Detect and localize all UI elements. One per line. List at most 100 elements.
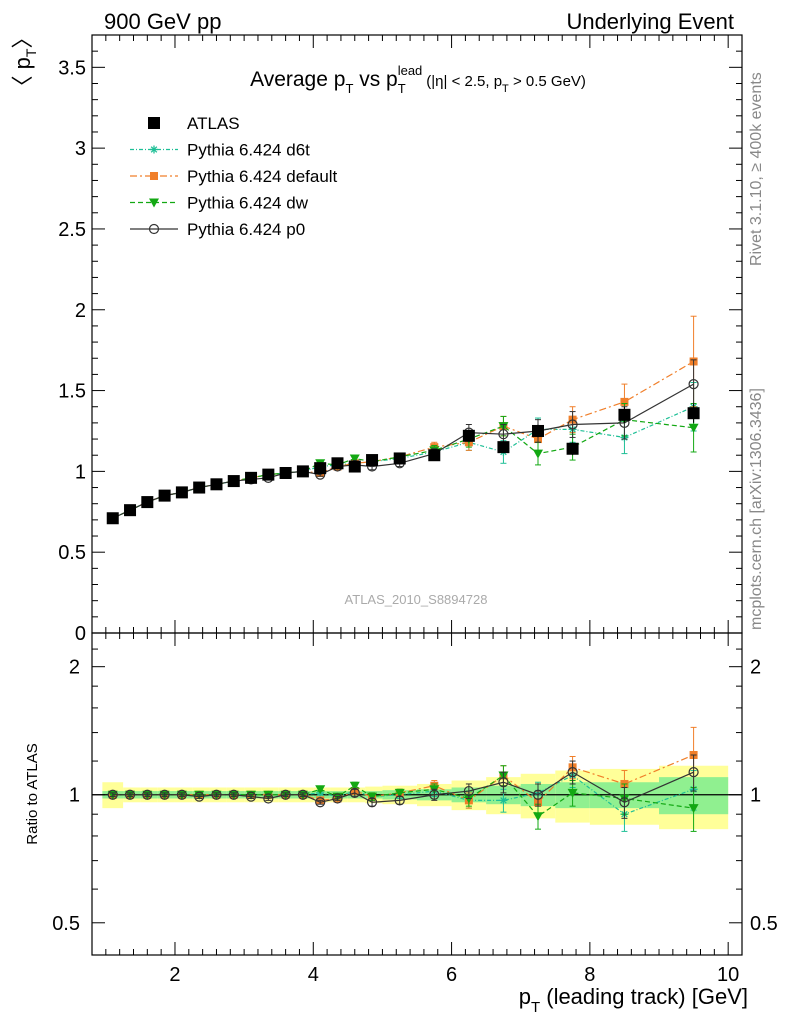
- x-axis-label: pT (leading track) [GeV]: [519, 984, 748, 1016]
- point-atlas: [687, 407, 700, 420]
- legend-label-dw: Pythia 6.424 dw: [187, 194, 309, 213]
- ratio-point-p0: [349, 787, 360, 798]
- ratio-point-p0: [532, 789, 544, 800]
- legend-marker-p0: [148, 223, 160, 235]
- ratio-point-p0: [315, 797, 326, 808]
- ratio-y-tick-label-right: 2: [750, 657, 761, 679]
- main-title-sup2: lead: [398, 63, 423, 78]
- ratio-ticks: 0.5 0.5 1 1 2 2 2 4 6 8 10: [52, 633, 778, 986]
- ratio-point-p0: [498, 777, 509, 788]
- main-y-tick-label: 3.5: [58, 57, 86, 79]
- legend-entry-d6t: Pythia 6.424 d6t: [130, 141, 310, 160]
- ratio-point-p0: [159, 789, 170, 800]
- ratio-y-tick-label: 2: [69, 657, 80, 679]
- main-title-tail-a: (|η| < 2.5, p: [426, 73, 502, 90]
- ratio-y-axis-label: Ratio to ATLAS: [24, 743, 41, 844]
- main-title-mid: vs p: [353, 68, 397, 91]
- ratio-point-p0: [245, 791, 257, 802]
- ratio-series-p0: [107, 754, 699, 819]
- ratio-y-tick-label: 1: [69, 785, 80, 807]
- ratio-panel: 0.5 0.5 1 1 2 2 2 4 6 8 10 Ratio to ATLAS: [24, 632, 778, 986]
- point-atlas: [393, 452, 406, 465]
- rivet-info: Rivet 3.1.10, ≥ 400k events: [748, 72, 765, 266]
- main-title-tail-b: > 0.5 GeV): [509, 73, 586, 90]
- main-title-sub1: T: [345, 81, 353, 96]
- main-y-tick-label: 2.5: [58, 219, 86, 241]
- main-title-tail-sub: T: [502, 83, 509, 95]
- point-atlas: [210, 478, 223, 491]
- legend-entry-atlas: ATLAS: [148, 114, 240, 133]
- ratio-point-p0: [124, 789, 136, 800]
- ratio-y-tick-label-right: 1: [750, 785, 761, 807]
- point-atlas: [428, 449, 441, 462]
- legend-label-default: Pythia 6.424 default: [187, 167, 338, 186]
- watermark: ATLAS_2010_S8894728: [345, 592, 488, 607]
- ratio-point-dw: [367, 792, 378, 802]
- ratio-point-d6t-stroke: [500, 797, 507, 804]
- ratio-point-p0: [280, 789, 291, 800]
- point-atlas: [314, 462, 327, 475]
- ratio-point-p0: [194, 791, 205, 802]
- ratio-point-dw: [315, 785, 326, 795]
- ratio-point-p0: [211, 789, 222, 800]
- main-series: [106, 315, 700, 525]
- ratio-series: [107, 726, 699, 832]
- legend-marker-d6t-stroke: [150, 146, 158, 153]
- y-axis-label-close: 〉: [10, 27, 35, 49]
- ratio-point-p0: [142, 789, 153, 800]
- main-y-tick-label: 2: [75, 300, 86, 322]
- point-atlas: [193, 481, 206, 494]
- legend: ATLAS Pythia 6.424 d6t Pythia 6.424 defaul…: [130, 114, 338, 239]
- ratio-point-p0: [619, 797, 630, 808]
- ratio-point-p0: [176, 789, 187, 800]
- y-axis-label-text: 〈 p: [10, 57, 35, 97]
- series-atlas: [106, 403, 700, 525]
- point-atlas: [141, 496, 154, 509]
- legend-label-d6t: Pythia 6.424 d6t: [187, 141, 310, 160]
- x-tick-label: 8: [584, 964, 595, 986]
- legend-entry-p0: Pythia 6.424 p0: [130, 220, 305, 239]
- legend-marker-dw: [149, 198, 159, 208]
- legend-label-p0: Pythia 6.424 p0: [187, 220, 305, 239]
- point-dw: [349, 454, 360, 464]
- point-atlas: [566, 442, 579, 455]
- header-right: Underlying Event: [566, 9, 734, 34]
- x-tick-label: 2: [169, 964, 180, 986]
- main-title-prefix: Average p: [250, 68, 345, 91]
- point-atlas: [366, 454, 379, 467]
- ratio-point-dw: [688, 804, 699, 814]
- legend-entry-dw: Pythia 6.424 dw: [130, 194, 309, 213]
- main-y-tick-label: 0.5: [58, 542, 86, 564]
- point-dw: [688, 423, 699, 433]
- x-tick-label: 10: [717, 964, 739, 986]
- x-axis-label-pre: p: [519, 984, 531, 1009]
- ratio-point-dw: [263, 790, 274, 800]
- ratio-point-p0: [394, 795, 405, 806]
- legend-marker-default: [150, 172, 158, 180]
- ratio-point-p0: [429, 789, 440, 800]
- y-axis-label: 〈 pT〉: [10, 27, 39, 98]
- ratio-point-p0: [263, 793, 274, 804]
- legend-label-atlas: ATLAS: [187, 114, 240, 133]
- y-axis-label-sub: T: [23, 48, 39, 57]
- main-title-sub2: T: [398, 81, 406, 96]
- legend-marker-atlas: [148, 117, 160, 129]
- x-axis-label-post: (leading track) [GeV]: [540, 984, 748, 1009]
- point-atlas: [462, 429, 475, 442]
- point-atlas: [158, 489, 171, 502]
- ratio-line-p0: [112, 771, 694, 803]
- ratio-point-dw: [349, 781, 360, 791]
- x-axis-label-sub: T: [531, 999, 540, 1016]
- mcplots-info: mcplots.cern.ch [arXiv:1306.3436]: [748, 388, 765, 630]
- point-atlas: [262, 468, 275, 481]
- main-ticks: 0 0.5 1 1.5 2 2.5 3 3.5: [58, 35, 742, 645]
- point-default: [620, 397, 629, 406]
- point-p0: [567, 419, 578, 430]
- main-panel: 00.511.522.533.5 Average pT vs pTlead(|η…: [10, 27, 743, 645]
- ratio-point-p0: [107, 789, 118, 800]
- ratio-point-p0: [297, 789, 309, 800]
- point-atlas: [124, 504, 137, 517]
- ratio-point-dw: [533, 812, 544, 822]
- point-p0: [498, 429, 509, 440]
